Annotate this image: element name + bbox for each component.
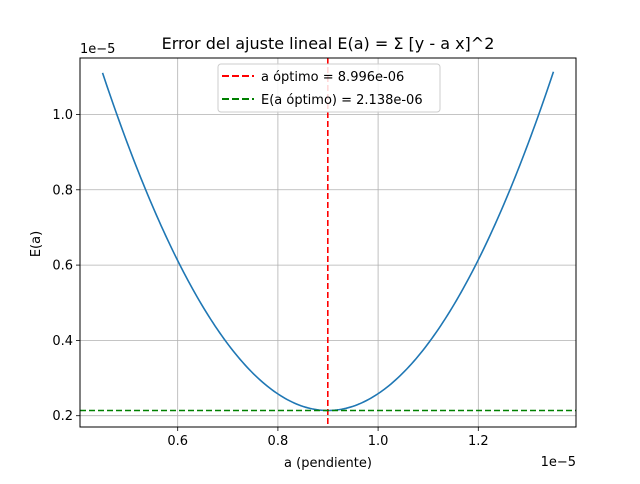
y-tick-label: 0.4 <box>52 334 73 349</box>
x-tick-label: 1.0 <box>368 434 389 449</box>
plot-content <box>80 58 576 427</box>
x-tick-label: 1.2 <box>468 434 489 449</box>
x-tick-label: 0.6 <box>167 434 188 449</box>
x-axis-label: a (pendiente) <box>284 456 372 471</box>
x-tick-label: 0.8 <box>268 434 289 449</box>
legend-label-e-optimo: E(a óptimo) = 2.138e-06 <box>261 93 423 108</box>
legend: a óptimo = 8.996e-06 E(a óptimo) = 2.138… <box>217 63 441 113</box>
chart-title: Error del ajuste lineal E(a) = Σ [y - a … <box>162 34 495 53</box>
axes-frame <box>79 57 577 428</box>
y-axis-offset-label: 1e−5 <box>80 42 115 57</box>
x-axis-ticks: 0.6 0.8 1.0 1.2 <box>167 427 489 449</box>
legend-box <box>217 63 441 113</box>
y-tick-label: 0.8 <box>52 183 73 198</box>
y-tick-label: 0.2 <box>52 409 73 424</box>
y-tick-label: 0.6 <box>52 259 73 274</box>
x-axis-offset-label: 1e−5 <box>541 455 576 470</box>
y-axis-ticks: 0.2 0.4 0.6 0.8 1.0 <box>52 108 80 424</box>
y-axis-label: E(a) <box>29 231 44 257</box>
legend-label-a-optimo: a óptimo = 8.996e-06 <box>261 70 404 85</box>
y-tick-label: 1.0 <box>52 108 73 123</box>
